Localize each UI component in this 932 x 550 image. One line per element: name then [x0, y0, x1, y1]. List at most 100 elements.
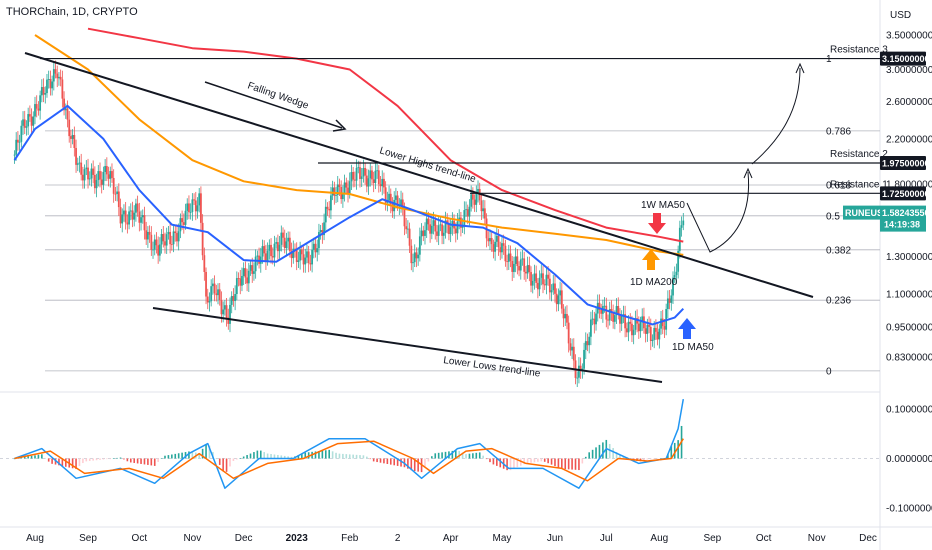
candle-body: [477, 188, 479, 194]
candle-body: [54, 69, 57, 74]
macd-histogram-bar: [588, 452, 590, 459]
candle-body: [311, 249, 313, 265]
currency-label[interactable]: USD: [890, 10, 912, 21]
candle-body: [100, 179, 103, 185]
macd-histogram-bar: [177, 453, 180, 459]
macd-histogram-bar: [591, 449, 594, 459]
macd-histogram-bar: [533, 458, 536, 463]
candle-body: [345, 182, 348, 188]
candle-body: [641, 316, 644, 322]
macd-pane: [0, 398, 880, 489]
candle-body: [148, 231, 151, 235]
macd-histogram-bar: [301, 453, 303, 459]
candle-body: [499, 247, 502, 253]
candle-body: [189, 211, 192, 213]
candle-body: [188, 203, 190, 213]
candle-body: [384, 187, 387, 203]
candle-body: [639, 321, 642, 332]
macd-histogram-bar: [598, 444, 601, 459]
candle-body: [107, 174, 110, 179]
candle-body: [56, 73, 59, 79]
macd-histogram-bar: [75, 458, 77, 470]
candle-body: [360, 176, 363, 179]
macd-histogram-bar: [287, 456, 289, 459]
candle-body: [605, 305, 608, 320]
macd-histogram-bar: [342, 453, 344, 459]
candle-body: [304, 257, 307, 265]
candle-body: [540, 273, 543, 278]
macd-histogram-bar: [386, 458, 389, 464]
candle-body: [471, 194, 474, 200]
macd-histogram-bar: [451, 450, 454, 459]
candle-body: [389, 193, 392, 205]
candle-body: [548, 278, 551, 293]
macd-histogram-bar: [335, 452, 337, 459]
candle-body: [593, 318, 596, 325]
macd-histogram-bar: [345, 454, 348, 459]
red-arrow-down-icon: [648, 213, 666, 234]
macd-histogram-bar: [424, 458, 426, 467]
projection-arrowhead-2: [795, 62, 805, 74]
candle-body: [567, 322, 570, 344]
candle-body: [535, 273, 538, 283]
candle-body: [620, 315, 623, 324]
candle-body: [608, 309, 611, 321]
candle-body: [95, 180, 98, 189]
macd-histogram-bar: [71, 458, 74, 469]
macd-histogram-bar: [359, 455, 361, 459]
candle-body: [87, 167, 89, 180]
macd-histogram-bar: [222, 458, 224, 472]
fib-label: 0.786: [826, 126, 851, 137]
price-axis[interactable]: 3.50000000 3.00000000 2.60000000 2.20000000…: [886, 31, 932, 515]
candle-body: [658, 328, 661, 340]
macd-histogram-bar: [537, 458, 539, 462]
candle-body: [80, 162, 83, 175]
macd-tick-label: 0.00000000: [886, 454, 932, 465]
candle-body: [401, 199, 404, 208]
candle-body: [99, 171, 101, 180]
candle-body: [489, 238, 491, 242]
macd-line: [14, 398, 685, 489]
y-tick-label: 2.60000000: [886, 97, 932, 108]
candle-body: [306, 251, 308, 258]
candle-body: [672, 277, 674, 296]
macd-histogram-bar: [34, 455, 36, 459]
macd-histogram-bar: [656, 458, 659, 460]
candle-body: [324, 206, 327, 223]
candle-body: [220, 300, 223, 315]
candle-body: [408, 228, 411, 246]
macd-histogram-bar: [95, 458, 98, 461]
macd-histogram-bar: [51, 458, 53, 464]
candle-body: [182, 222, 185, 225]
candle-body: [160, 234, 163, 245]
candle-body: [318, 231, 320, 249]
macd-histogram-bar: [270, 454, 272, 459]
macd-histogram-bar: [348, 454, 351, 459]
macd-histogram-bar: [324, 450, 327, 459]
candle-body: [506, 261, 508, 263]
candle-body: [164, 241, 166, 246]
trend-lines: [24, 52, 814, 383]
candle-body: [152, 249, 154, 251]
candle-body: [367, 178, 370, 187]
candle-body: [564, 313, 567, 319]
macd-histogram-bar: [136, 458, 139, 464]
candle-body: [97, 171, 100, 181]
candle-body: [682, 220, 685, 226]
macd-histogram-bar: [383, 458, 385, 464]
macd-histogram-bar: [208, 445, 211, 459]
price-tag-box: [880, 156, 926, 171]
macd-histogram-bar: [540, 458, 543, 462]
macd-histogram-bar: [174, 453, 177, 459]
candle-body: [23, 119, 26, 128]
price-tag-value: 1.72500000: [882, 189, 930, 199]
candle-body: [357, 167, 360, 169]
candle-body: [545, 274, 548, 286]
candle-body: [59, 76, 62, 80]
candle-body: [282, 232, 284, 238]
time-axis[interactable]: Aug Sep Oct Nov Dec 2023 Feb 2 Apr May Jun Jul Aug Se…: [26, 533, 877, 544]
candle-body: [181, 218, 184, 223]
macd-histogram-bar: [376, 458, 378, 463]
candle-body: [507, 253, 510, 262]
